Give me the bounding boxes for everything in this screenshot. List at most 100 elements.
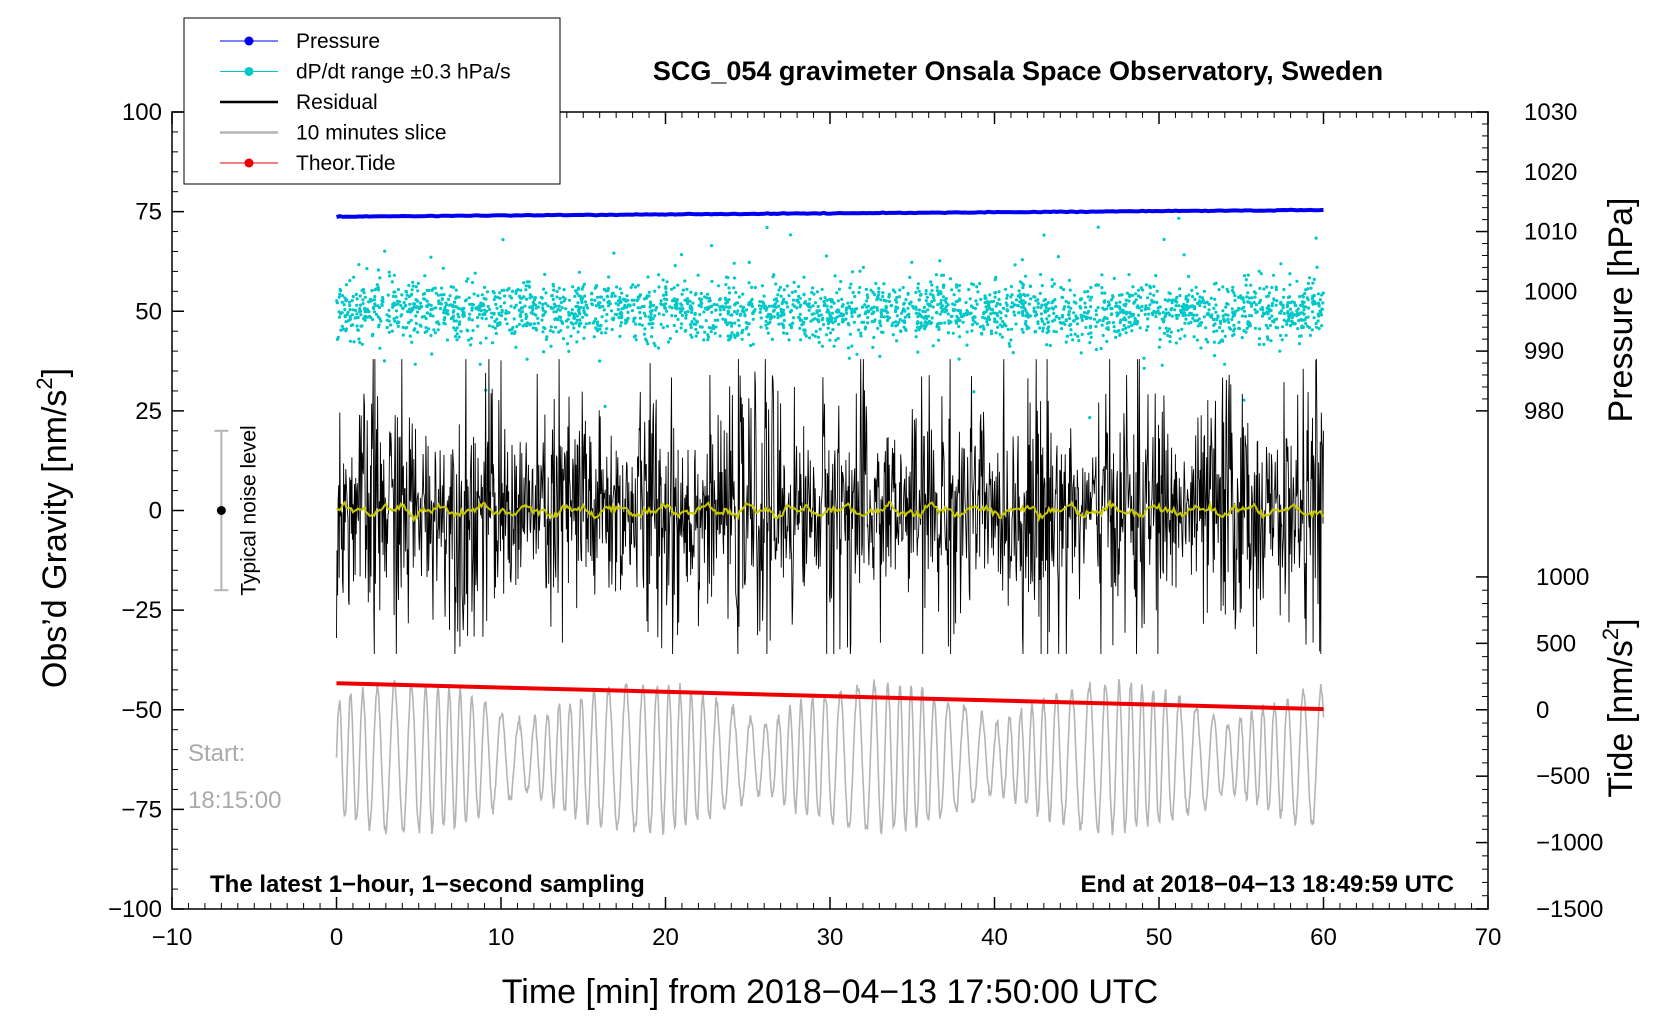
dpdt-point [536, 305, 540, 309]
dpdt-point [1079, 351, 1083, 355]
dpdt-point [672, 323, 676, 328]
dpdt-point [1285, 322, 1289, 326]
dpdt-point [1191, 316, 1195, 320]
dpdt-point [370, 334, 374, 338]
dpdt-point [350, 313, 354, 317]
dpdt-point [1257, 337, 1262, 341]
dpdt-point [1046, 325, 1051, 329]
dpdt-point [991, 308, 995, 312]
dpdt-point [606, 286, 611, 291]
dpdt-point [1117, 329, 1121, 333]
dpdt-point [952, 293, 956, 297]
dpdt-point [493, 326, 497, 330]
dpdt-point [625, 294, 629, 298]
dpdt-point [1314, 236, 1318, 240]
dpdt-point [1317, 327, 1321, 331]
dpdt-point [1158, 312, 1162, 316]
dpdt-point [919, 314, 923, 318]
dpdt-point [581, 315, 585, 319]
dpdt-point [1148, 292, 1152, 296]
dpdt-point [1036, 321, 1040, 326]
dpdt-point [981, 315, 985, 319]
dpdt-point [781, 323, 785, 327]
y-axis-pressure-label: Pressure [hPa] [1602, 198, 1640, 423]
dpdt-point [649, 315, 653, 320]
dpdt-point [1094, 309, 1098, 313]
dpdt-point [558, 297, 562, 301]
dpdt-point [642, 304, 646, 309]
dpdt-point [344, 320, 348, 324]
dpdt-point [703, 295, 707, 299]
pressure-tick-label: 1010 [1524, 219, 1577, 246]
dpdt-point [358, 303, 362, 307]
dpdt-point [559, 329, 563, 333]
dpdt-point [487, 324, 492, 328]
dpdt-point [1319, 313, 1324, 317]
dpdt-point [1132, 301, 1136, 305]
dpdt-point [688, 299, 692, 303]
dpdt-point [1295, 314, 1299, 318]
dpdt-point [471, 303, 475, 307]
dpdt-point [1314, 321, 1318, 326]
dpdt-point [599, 305, 603, 309]
dpdt-point [351, 294, 355, 299]
dpdt-point [1155, 300, 1159, 304]
dpdt-point [1280, 338, 1284, 342]
dpdt-point [465, 328, 469, 332]
dpdt-point [1284, 333, 1288, 337]
dpdt-point [996, 314, 1000, 318]
dpdt-point [429, 303, 433, 307]
dpdt-point [817, 340, 821, 344]
dpdt-point [437, 322, 441, 326]
dpdt-point [974, 299, 978, 303]
dpdt-point [587, 321, 592, 325]
dpdt-point [1155, 289, 1159, 293]
dpdt-point [575, 291, 579, 295]
dpdt-point [1148, 303, 1152, 307]
dpdt-point [788, 323, 792, 327]
dpdt-point [1079, 306, 1083, 310]
dpdt-point [643, 314, 648, 318]
dpdt-point [1306, 281, 1310, 285]
dpdt-point [688, 304, 693, 308]
dpdt-point [733, 321, 737, 325]
dpdt-point [1068, 288, 1072, 292]
dpdt-point [878, 321, 882, 325]
dpdt-point [1317, 314, 1321, 318]
dpdt-point [460, 307, 464, 311]
dpdt-point [840, 304, 844, 309]
dpdt-point [645, 295, 649, 299]
dpdt-point [1274, 285, 1278, 289]
dpdt-point [1164, 326, 1168, 330]
dpdt-point [1254, 311, 1258, 315]
dpdt-point [552, 310, 556, 314]
dpdt-point [347, 319, 351, 323]
dpdt-point [617, 316, 621, 320]
dpdt-point [352, 340, 356, 344]
dpdt-point [923, 310, 927, 314]
dpdt-point [898, 288, 902, 292]
dpdt-point [819, 297, 823, 301]
dpdt-point [626, 310, 630, 314]
dpdt-point [1124, 310, 1128, 314]
dpdt-point [638, 310, 642, 315]
legend-swatch-marker [244, 158, 254, 168]
dpdt-point [559, 300, 564, 305]
dpdt-point [552, 288, 556, 292]
dpdt-point [699, 297, 703, 301]
dpdt-point [631, 283, 635, 287]
dpdt-point [1127, 315, 1131, 319]
dpdt-point [520, 319, 524, 323]
dpdt-point [616, 307, 621, 312]
dpdt-point [770, 337, 775, 341]
dpdt-point [770, 315, 774, 319]
dpdt-point [1147, 307, 1151, 311]
dpdt-point [684, 328, 688, 333]
dpdt-point [795, 306, 799, 310]
dpdt-point [1318, 298, 1322, 302]
dpdt-point [893, 290, 897, 294]
dpdt-point [1178, 287, 1182, 291]
dpdt-point [1246, 273, 1250, 277]
dpdt-point [1226, 313, 1230, 317]
